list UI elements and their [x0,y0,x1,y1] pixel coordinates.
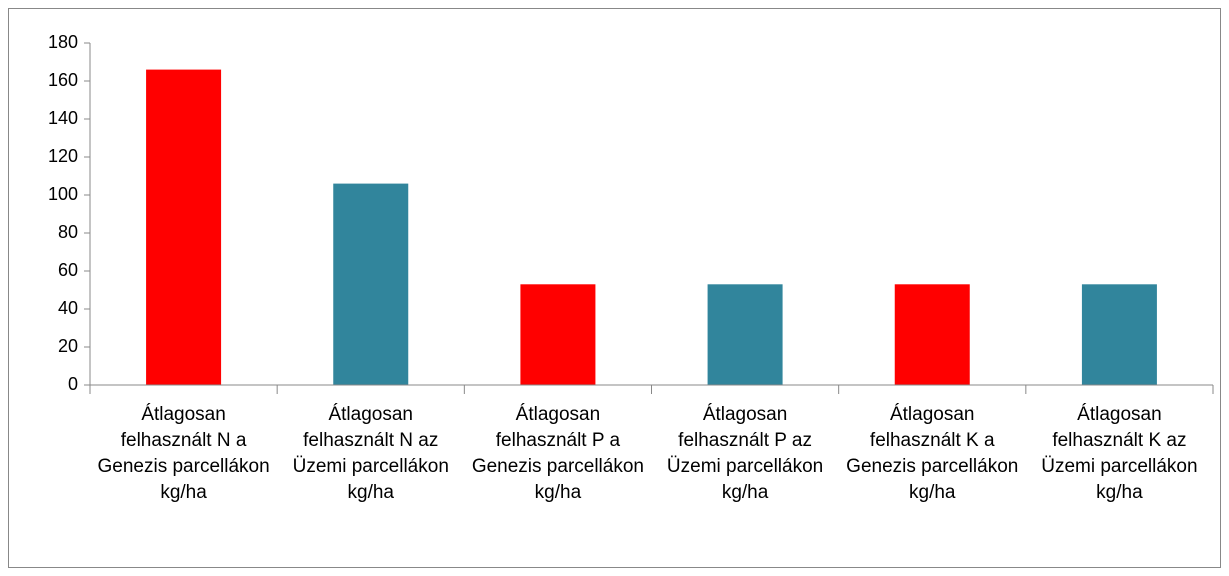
bar [146,69,222,385]
y-tick-label: 80 [58,222,78,242]
bar [520,284,596,385]
x-tick-label: Átlagosan felhasznált K az Üzemi parcell… [1041,404,1198,503]
y-tick-label: 100 [48,184,78,204]
y-tick-label: 160 [48,70,78,90]
y-tick-label: 60 [58,260,78,280]
bar [1081,284,1157,385]
y-tick-label: 0 [68,374,78,394]
x-tick-label: Átlagosan felhasznált K a Genezis parcel… [846,404,1019,503]
x-tick-label: Átlagosan felhasznált N a Genezis parcel… [97,404,270,503]
bar [333,183,409,385]
bar [894,284,970,385]
bar [707,284,783,385]
y-tick-label: 140 [48,108,78,128]
x-tick-label: Átlagosan felhasznált P az Üzemi parcell… [666,404,824,503]
y-tick-label: 20 [58,336,78,356]
y-tick-label: 180 [48,32,78,52]
x-tick-label: Átlagosan felhasznált P a Genezis parcel… [471,404,644,503]
y-tick-label: 40 [58,298,78,318]
x-tick-label: Átlagosan felhasznált N az Üzemi parcell… [292,404,449,503]
y-tick-label: 120 [48,146,78,166]
